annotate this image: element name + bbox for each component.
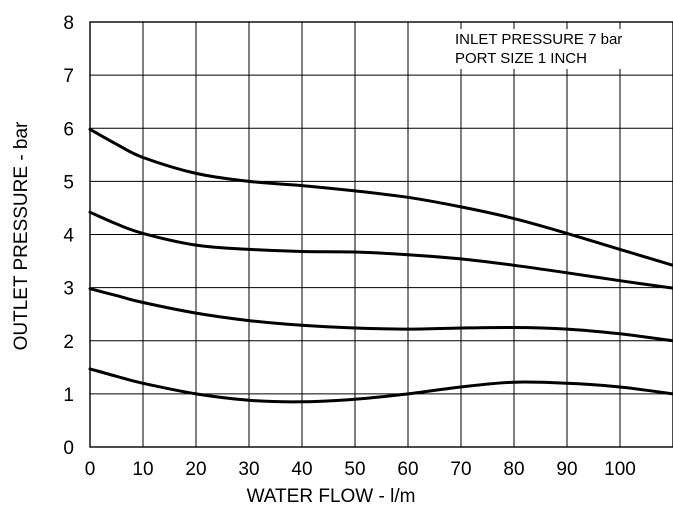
annotation-inlet-pressure: INLET PRESSURE 7 bar: [455, 31, 622, 48]
y-tick-label: 1: [63, 385, 74, 406]
y-tick-label: 4: [63, 226, 74, 247]
x-tick-label: 60: [397, 459, 418, 480]
y-tick-label: 6: [63, 119, 74, 140]
y-tick-label: 3: [63, 279, 74, 300]
annotation-background: [449, 29, 649, 69]
series-line-4: [88, 367, 673, 404]
series-line-2: [88, 210, 673, 290]
y-tick-label: 0: [63, 438, 74, 459]
x-tick-label: 70: [450, 459, 471, 480]
series-group: [88, 127, 673, 404]
x-axis-label: WATER FLOW - l/m: [247, 486, 416, 507]
x-tick-label: 40: [291, 459, 312, 480]
x-tick-labels: 0 10 20 30 40 50 60 70 80 90 100: [85, 459, 636, 480]
x-tick-label: 30: [238, 459, 259, 480]
plot-frame: [89, 21, 673, 448]
y-tick-label: 8: [63, 13, 74, 34]
y-tick-label: 7: [63, 66, 74, 87]
x-tick-label: 50: [344, 459, 365, 480]
y-tick-label: 5: [63, 172, 74, 193]
y-tick-label: 2: [63, 332, 74, 353]
x-tick-label: 80: [503, 459, 524, 480]
y-tick-labels: 0 1 2 3 4 5 6 7 8: [63, 13, 74, 459]
x-tick-label: 20: [185, 459, 206, 480]
series-line-1: [88, 127, 673, 267]
x-tick-label: 0: [85, 459, 96, 480]
annotation-port-size: PORT SIZE 1 INCH: [455, 50, 587, 67]
y-axis-label: OUTLET PRESSURE - bar: [11, 121, 32, 350]
x-tick-label: 10: [132, 459, 153, 480]
series-line-3: [88, 287, 673, 343]
x-tick-label: 100: [604, 459, 636, 480]
x-tick-label: 90: [556, 459, 577, 480]
